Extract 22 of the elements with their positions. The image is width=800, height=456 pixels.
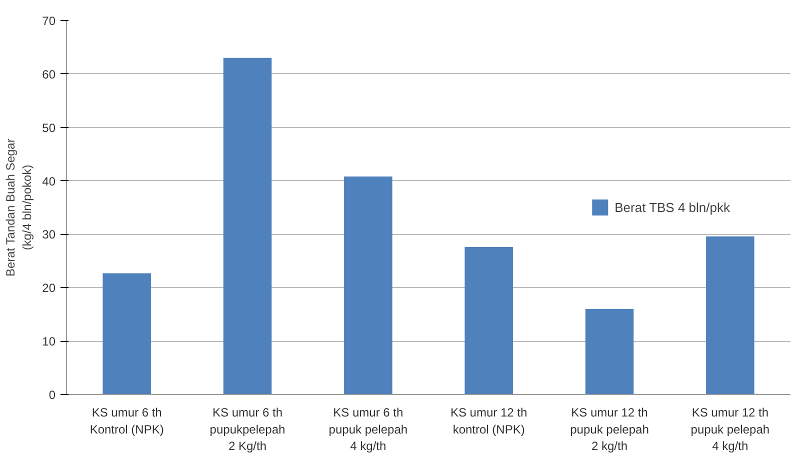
y-tick-label: 10 [42,334,56,349]
x-tick-label: KS umur 6 th pupukpelepah 2 Kg/th [210,406,286,454]
y-tick-label: 70 [42,14,56,28]
y-axis-title: Berat Tandan Buah Segar (kg/4 bln/pokok) [3,138,34,277]
x-tick-label: KS umur 12 th kontrol (NPK) [450,406,528,436]
x-tick-label: KS umur 12 th pupuk pelepah 2 kg/th [570,406,649,454]
x-tick-label: KS umur 6 th Kontrol (NPK) [90,406,164,436]
bar [464,247,513,394]
x-tick-label: KS umur 12 th pupuk pelepah 4 kg/th [690,406,770,454]
y-tick-label: 60 [42,67,56,82]
y-tick-label: 30 [42,228,56,242]
x-tick-label: KS umur 6 th pupuk pelepah 4 kg/th [328,406,408,454]
bar [585,309,634,394]
bar [223,58,272,394]
y-tick-label: 40 [42,174,56,188]
bar [706,236,754,394]
y-tick-label: 0 [48,388,56,402]
y-tick-label: 50 [42,120,56,135]
bar [102,273,151,394]
legend-label: Berat TBS 4 bln/pkk [614,200,730,214]
bar [344,176,392,394]
y-tick-label: 20 [42,281,56,296]
